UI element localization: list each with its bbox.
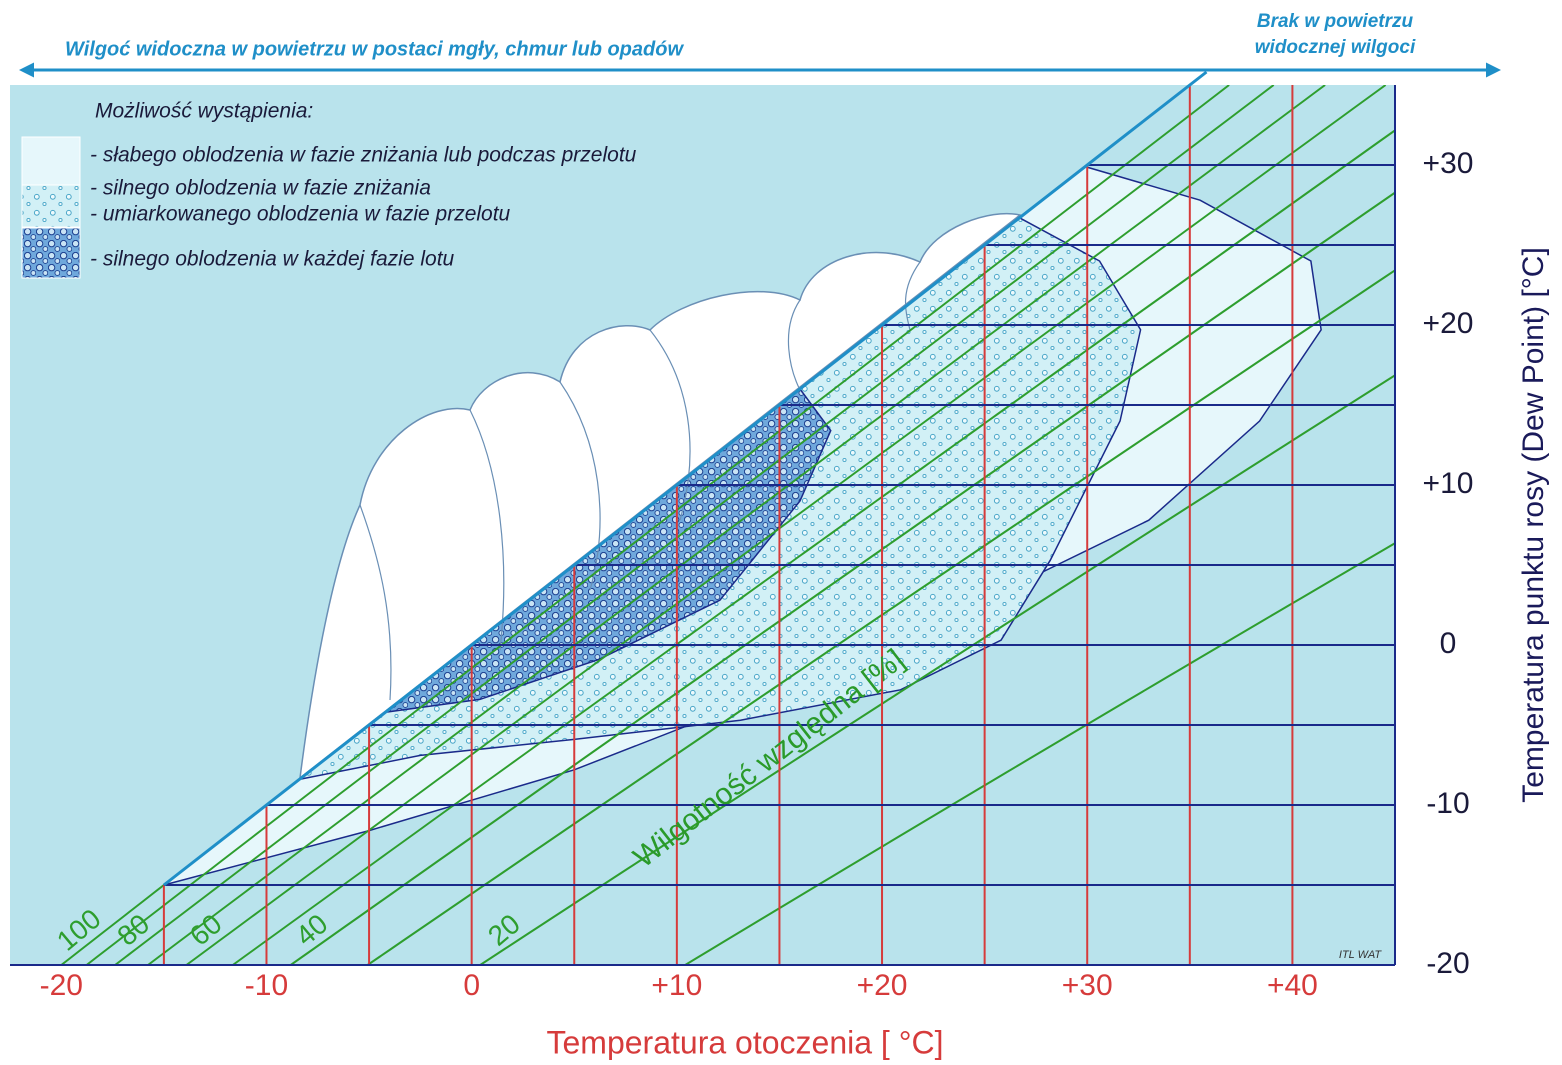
x-tick-label: -20	[40, 969, 83, 1002]
top-right-text: widocznej wilgoci	[1255, 37, 1416, 58]
x-tick-label: +10	[651, 969, 702, 1002]
legend-swatch	[22, 137, 80, 185]
top-left-text: Wilgoć widoczna w powietrzu w postaci mg…	[65, 38, 684, 60]
legend-swatch	[22, 228, 80, 278]
chart: 10080604020-20-100+10+20+30+40-20-100+10…	[0, 0, 1562, 1065]
legend-title: Możliwość wystąpienia:	[95, 100, 313, 123]
x-tick-label: -10	[245, 969, 288, 1002]
credit: ITL WAT	[1339, 949, 1382, 961]
legend-swatch	[22, 185, 80, 227]
legend-item: - silnego oblodzenia w fazie zniżania	[90, 177, 431, 200]
y-tick-label: -10	[1426, 787, 1469, 820]
legend-item: - umiarkowanego oblodzenia w fazie przel…	[90, 203, 511, 226]
top-right-text: Brak w powietrzu	[1257, 11, 1414, 32]
y-tick-label: +30	[1423, 147, 1474, 180]
y-tick-label: +10	[1423, 467, 1474, 500]
y-tick-label: -20	[1426, 947, 1469, 980]
legend-item: - silnego oblodzenia w każdej fazie lotu	[90, 248, 455, 271]
x-tick-label: +30	[1062, 969, 1113, 1002]
x-tick-label: +20	[857, 969, 908, 1002]
legend-item: - słabego oblodzenia w fazie zniżania lu…	[90, 144, 637, 167]
y-tick-label: +20	[1423, 307, 1474, 340]
x-tick-label: +40	[1267, 969, 1318, 1002]
x-tick-label: 0	[463, 969, 480, 1002]
y-axis-label: Temperatura punktu rosy (Dew Point) [°C]	[1517, 247, 1550, 803]
x-axis-label: Temperatura otoczenia [ °C]	[547, 1024, 944, 1060]
y-tick-label: 0	[1440, 627, 1457, 660]
